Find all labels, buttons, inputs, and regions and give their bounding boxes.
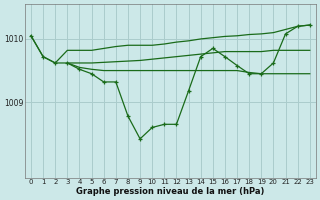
X-axis label: Graphe pression niveau de la mer (hPa): Graphe pression niveau de la mer (hPa)	[76, 187, 265, 196]
